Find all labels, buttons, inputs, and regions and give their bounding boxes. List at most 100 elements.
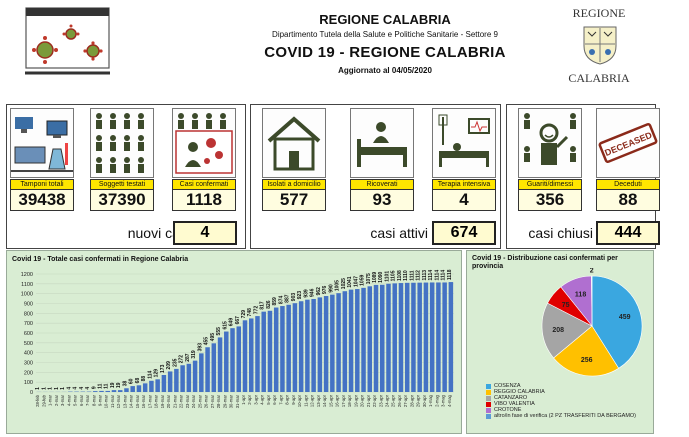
data-label: 1041: [347, 276, 353, 287]
bar: [373, 284, 379, 392]
bar: [398, 283, 404, 392]
bar: [280, 306, 285, 392]
x-tick-label: 28-feb: [35, 394, 40, 407]
y-tick-label: 0: [30, 390, 33, 396]
y-tick-label: 100: [24, 380, 33, 386]
stat-value-guariti: 356: [518, 189, 582, 211]
data-label: 817: [260, 301, 266, 310]
data-label: 1111: [409, 270, 415, 281]
data-label: 287: [185, 353, 191, 362]
bar: [292, 303, 298, 392]
data-label: 1113: [422, 270, 428, 281]
bar: [248, 318, 254, 392]
bar: [330, 294, 335, 392]
bar: [111, 390, 117, 392]
data-label: 615: [222, 321, 228, 330]
bar: [255, 316, 260, 392]
pie-slice: [591, 275, 643, 369]
lab-icon: [11, 117, 73, 172]
legend-swatch: [486, 407, 491, 413]
stat-value-soggetti: 37390: [90, 189, 154, 211]
legend-item: COSENZA: [486, 383, 650, 389]
legend-label: COSENZA: [494, 383, 521, 389]
x-tick-label: 4-mag: [447, 394, 452, 407]
legend-label: altro/in fase di verifica (2 PZ TRASFERI…: [494, 413, 637, 419]
bar: [186, 363, 192, 392]
data-label: 874: [278, 295, 284, 304]
pie-value-label: 75: [562, 302, 570, 309]
stat-value-deceduti: 88: [596, 189, 660, 211]
house-icon: [267, 116, 321, 171]
recovered-tile: [518, 108, 582, 178]
hospital-bed-tile: [350, 108, 414, 178]
x-tick-label: 24-apr: [384, 394, 389, 407]
legend-label: VIBO VALENTIA: [494, 401, 535, 407]
bar: [142, 383, 148, 392]
region-heading: REGIONE CALABRIA: [319, 12, 451, 27]
bar: [386, 283, 391, 392]
data-label: 209: [166, 361, 172, 370]
y-tick-label: 300: [24, 361, 33, 367]
closed-cases-value: 444: [596, 221, 660, 245]
bar: [411, 282, 416, 392]
x-tick-label: 23-apr: [378, 394, 383, 407]
legend-item: REGGIO CALABRIA: [486, 389, 650, 395]
legend-item: altro/in fase di verifica (2 PZ TRASFERI…: [486, 413, 650, 419]
x-tick-label: 6-mar: [79, 394, 84, 406]
x-tick-label: 5-mar: [73, 394, 78, 406]
data-label: 923: [297, 291, 303, 300]
virus-banner: [25, 7, 110, 82]
legend-label: CATANZARO: [494, 395, 528, 401]
province-pie-chart: 459 256 208 75 118 2: [541, 268, 643, 377]
x-tick-label: 11-mar: [110, 394, 115, 408]
data-label: 272: [179, 355, 185, 364]
bar: [242, 320, 248, 392]
bar: [105, 390, 110, 392]
y-tick-label: 800: [24, 311, 33, 317]
x-tick-label: 30-mar: [229, 394, 234, 408]
x-tick-label: 11-apr: [303, 394, 308, 406]
data-label: 11: [104, 383, 110, 389]
x-tick-label: 1-mar: [48, 394, 53, 406]
x-tick-label: 9-mar: [98, 394, 103, 406]
bar: [136, 385, 142, 392]
data-label: 1118: [447, 269, 453, 280]
legend-swatch: [486, 401, 491, 407]
x-tick-label: 16-mar: [141, 394, 146, 408]
pie-slice: [541, 302, 593, 359]
bar: [273, 307, 279, 392]
x-tick-label: 4-apr: [260, 394, 265, 404]
logo-text-bottom: CALABRIA: [568, 71, 630, 85]
data-label: 1114: [441, 270, 447, 281]
bar: [429, 282, 435, 392]
x-tick-label: 2-mag: [434, 394, 439, 407]
bar: [448, 282, 454, 392]
bar: [161, 374, 167, 392]
data-label: 19: [110, 382, 116, 388]
x-tick-label: 27-mar: [210, 394, 215, 408]
data-label: 887: [285, 294, 291, 303]
x-tick-label: 21-apr: [366, 394, 371, 407]
deceased-tile: DECEASED: [596, 108, 660, 178]
y-tick-label: 600: [24, 331, 33, 337]
x-tick-label: 1-mag: [428, 394, 433, 407]
x-tick-label: 29-apr: [416, 394, 421, 407]
x-tick-label: 20-mar: [166, 394, 171, 408]
bar: [180, 365, 185, 392]
data-label: 173: [160, 364, 166, 373]
active-cases-group: [250, 104, 501, 249]
bar: [342, 291, 348, 392]
bar: [99, 390, 104, 392]
x-tick-label: 17-mar: [147, 394, 152, 408]
deceased-stamp-icon: DECEASED: [598, 122, 658, 164]
data-label: 319: [191, 350, 197, 359]
data-label: 1114: [434, 270, 440, 281]
bar: [205, 347, 210, 392]
y-tick-label: 1000: [21, 292, 33, 298]
x-tick-label: 9-apr: [291, 394, 296, 404]
bar: [267, 310, 273, 392]
data-label: 114: [147, 371, 153, 379]
data-label: 1059: [360, 275, 366, 286]
pie-legend: COSENZA REGGIO CALABRIA CATANZARO VIBO VALE…: [486, 383, 650, 419]
bar: [93, 391, 98, 392]
